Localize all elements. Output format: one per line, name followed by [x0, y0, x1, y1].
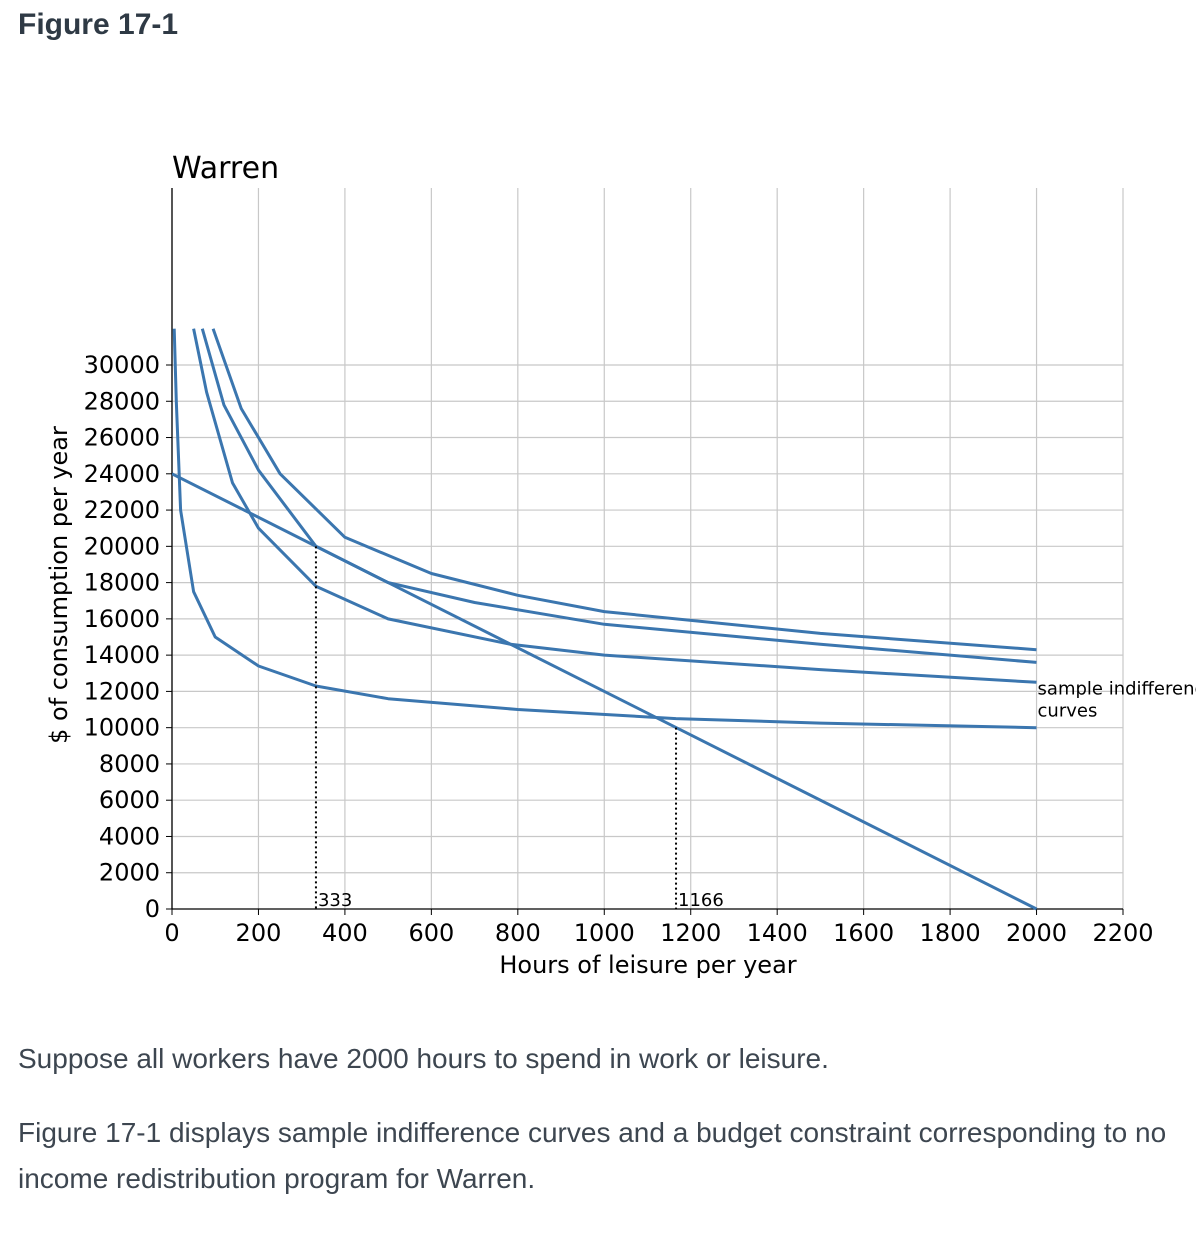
y-tick-label: 2000: [99, 859, 160, 887]
indifference-curve-1: [172, 328, 1037, 730]
x-tick-label: 600: [408, 919, 454, 947]
indifference-curve-4: [211, 328, 1037, 652]
y-tick-label: 20000: [84, 532, 160, 560]
axes: [166, 188, 1124, 915]
y-tick-label: 12000: [84, 677, 160, 705]
x-tick-label: 2200: [1092, 919, 1153, 947]
y-tick-label: 0: [145, 895, 160, 923]
y-tick-label: 18000: [84, 569, 160, 597]
x-tick-label: 200: [236, 919, 282, 947]
y-tick-label: 10000: [84, 714, 160, 742]
figure-title: Figure 17-1: [18, 8, 179, 41]
tick-labels: 0 200 400 600 800 1000 1200 1400 1600 1800 2000 220…: [84, 351, 1154, 947]
y-tick-label: 26000: [84, 424, 160, 452]
x-axis-label: Hours of leisure per year: [499, 951, 796, 979]
y-tick-label: 24000: [84, 460, 160, 488]
x-tick-label: 1600: [833, 919, 894, 947]
y-axis-label: $ of consumption per year: [45, 426, 73, 744]
y-tick-label: 16000: [84, 605, 160, 633]
x-tick-label: 1000: [574, 919, 635, 947]
annotation-line-1: sample indifference: [1038, 678, 1196, 699]
chart-title: Warren: [172, 151, 279, 186]
x-tick-label: 1800: [920, 919, 981, 947]
indifference-curve-2: [192, 328, 1037, 684]
x-tick-label: 1400: [747, 919, 808, 947]
y-tick-label: 22000: [84, 496, 160, 524]
reference-lines: 333 1166: [314, 546, 724, 911]
annotation-line-2: curves: [1038, 700, 1098, 721]
x-tick-label: 800: [495, 919, 541, 947]
indifference-chart: Warren 0 200 400 600 800 1000 1200 1400 1600 1800…: [45, 151, 1196, 979]
grid: [171, 188, 1124, 909]
x-tick-label: 2000: [1006, 919, 1067, 947]
paragraph-description: Figure 17-1 displays sample indifference…: [18, 1117, 1167, 1194]
y-tick-label: 30000: [84, 351, 160, 379]
reference-label-333: 333: [318, 890, 352, 911]
y-tick-label: 28000: [84, 387, 160, 415]
series: [172, 328, 1038, 911]
reference-label-1166: 1166: [678, 890, 724, 911]
indifference-curve-3: [200, 328, 1037, 664]
y-tick-label: 4000: [99, 822, 160, 850]
x-tick-label: 400: [322, 919, 368, 947]
y-tick-label: 14000: [84, 641, 160, 669]
x-tick-label: 1200: [660, 919, 721, 947]
y-tick-label: 8000: [99, 750, 160, 778]
x-tick-label: 0: [164, 919, 179, 947]
y-tick-label: 6000: [99, 786, 160, 814]
paragraph-hours: Suppose all workers have 2000 hours to s…: [18, 1043, 829, 1074]
